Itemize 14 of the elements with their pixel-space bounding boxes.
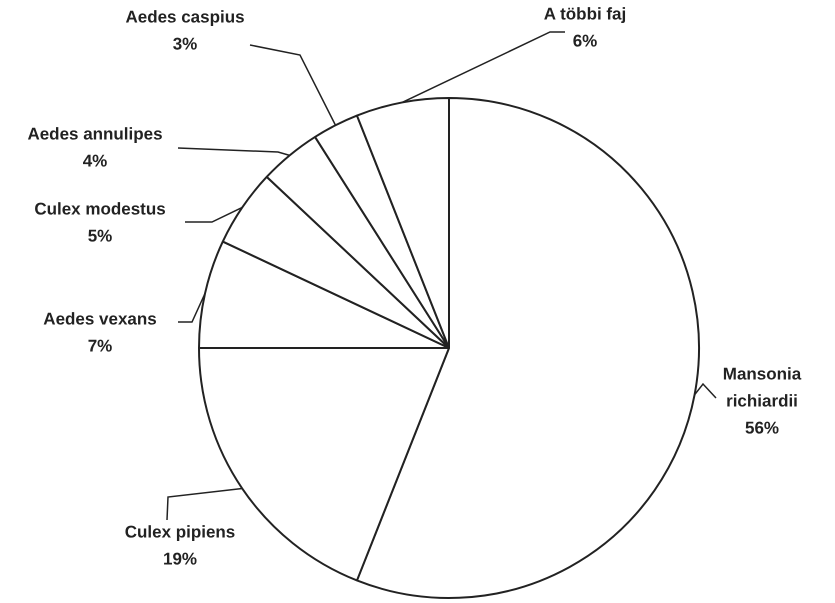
data-label: 5% xyxy=(88,226,112,246)
data-label: 7% xyxy=(88,336,112,356)
data-label: 19% xyxy=(162,550,198,569)
slice-label: Aedes annulipes xyxy=(27,124,163,144)
data-label: 6% xyxy=(572,32,598,51)
slice-label: Mansonia richiardii xyxy=(722,364,802,411)
data-label: 56% xyxy=(744,418,780,438)
data-label: 3% xyxy=(172,34,198,54)
data-label: 4% xyxy=(82,152,108,171)
slice-label: A többi faj xyxy=(544,4,626,24)
legend-label: Aedes vexans xyxy=(43,310,157,329)
slice-label: Aedes caspius xyxy=(125,8,245,27)
slice-label: Culex pipiens xyxy=(124,522,236,542)
slice-label: Culex modestus xyxy=(34,200,166,219)
